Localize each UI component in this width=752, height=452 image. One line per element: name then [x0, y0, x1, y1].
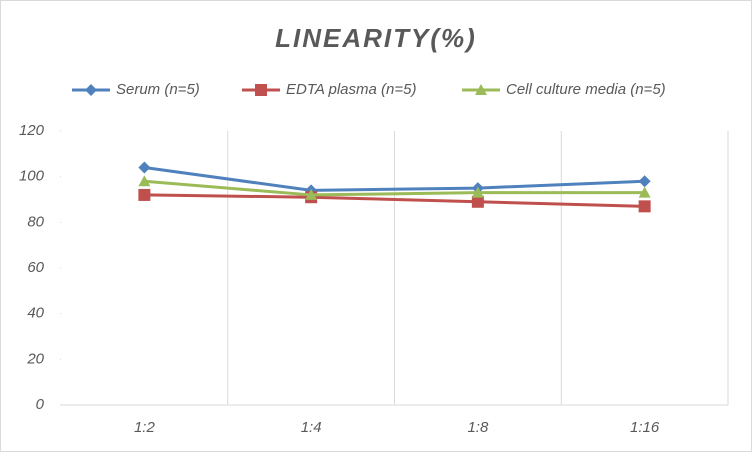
y-tick-label: 40: [27, 305, 44, 322]
y-tick-label: 60: [27, 259, 44, 276]
data-point: [138, 188, 151, 201]
series-line: [144, 193, 645, 208]
legend-marker: [475, 84, 487, 95]
legend-marker: [85, 84, 97, 96]
series-line: [144, 166, 645, 192]
legend-label: Serum (n=5): [116, 81, 200, 98]
y-tick-label: 80: [27, 213, 44, 230]
y-tick-label: 100: [19, 168, 45, 185]
data-point: [638, 175, 651, 188]
data-point: [471, 195, 484, 208]
y-tick-label: 120: [19, 122, 45, 139]
legend-label: EDTA plasma (n=5): [286, 81, 416, 98]
data-point: [471, 186, 484, 198]
data-point: [138, 175, 151, 187]
x-tick-label: 1:4: [301, 419, 322, 436]
series-line: [144, 179, 645, 197]
x-tick-label: 1:2: [134, 419, 156, 436]
y-tick-label: 0: [36, 396, 45, 413]
x-tick-label: 1:8: [467, 419, 489, 436]
legend-label: Cell culture media (n=5): [506, 81, 666, 98]
data-point: [138, 161, 151, 174]
data-point: [638, 200, 651, 213]
chart-title: LINEARITY(%): [275, 23, 477, 53]
data-point: [638, 186, 651, 198]
legend-marker: [255, 84, 267, 96]
data-point: [305, 188, 318, 200]
x-tick-label: 1:16: [630, 419, 660, 436]
y-tick-label: 20: [26, 350, 44, 367]
